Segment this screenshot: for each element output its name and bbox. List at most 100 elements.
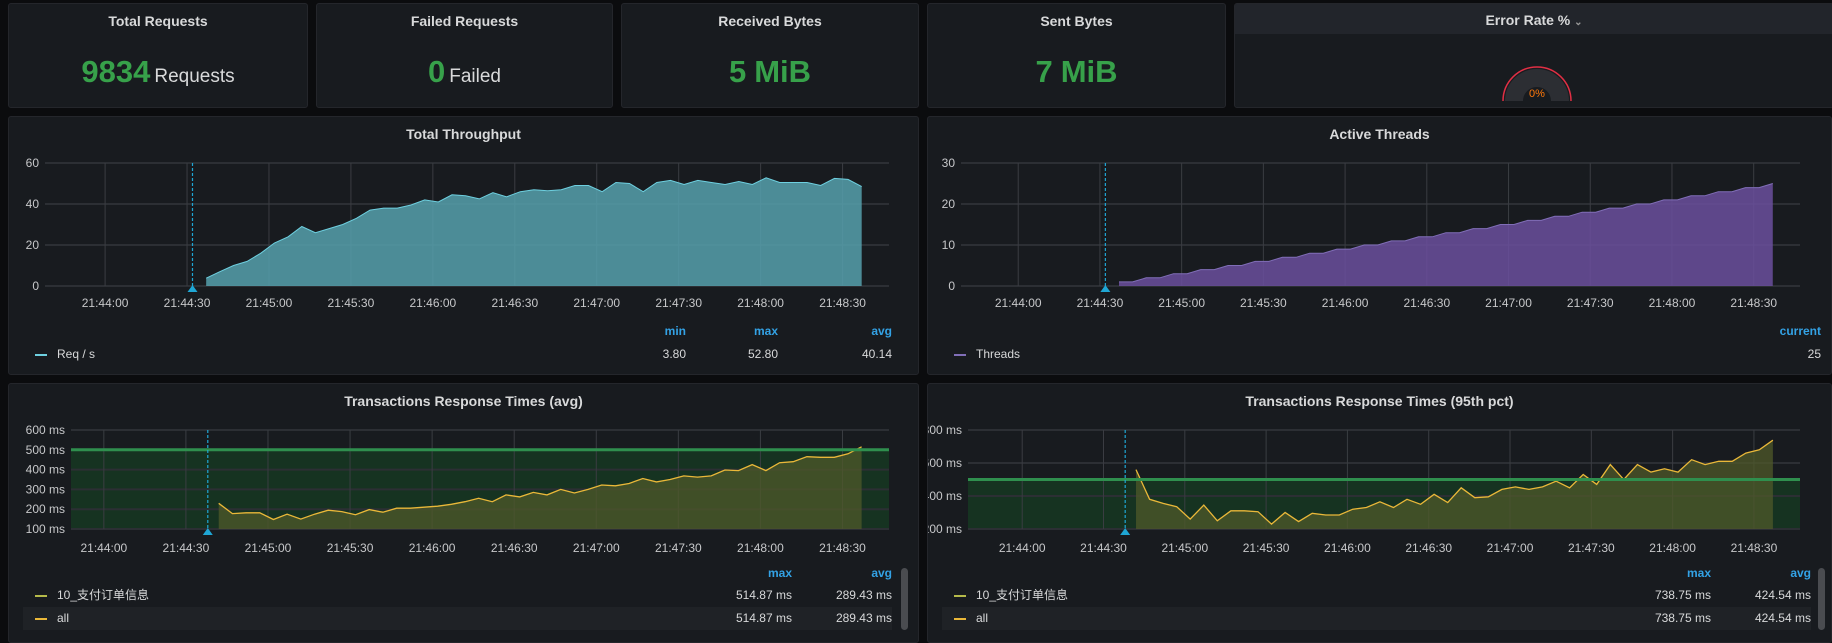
legend-series-payment-order[interactable]: 10_支付订单信息 738.75 ms 424.54 ms xyxy=(942,584,1811,607)
legend-max: 738.75 ms xyxy=(1655,584,1711,607)
panel-title: Failed Requests xyxy=(317,13,612,29)
x-tick-label: 21:48:00 xyxy=(737,296,784,310)
x-tick-label: 21:45:00 xyxy=(246,296,293,310)
y-tick-label: 10 xyxy=(942,238,956,252)
legend-current: 25 xyxy=(1808,343,1821,366)
x-tick-label: 21:47:30 xyxy=(1568,541,1615,555)
stat-unit: Failed xyxy=(449,66,501,87)
error-rate-gauge: 0% xyxy=(1235,4,1832,108)
legend-series-payment-order[interactable]: 10_支付订单信息 514.87 ms 289.43 ms xyxy=(23,584,892,607)
legend-header-avg: avg xyxy=(871,566,892,580)
error-rate-panel: Error Rate % ⌄ 0% xyxy=(1234,3,1832,108)
legend-series-all[interactable]: all 738.75 ms 424.54 ms xyxy=(942,607,1811,630)
series-area xyxy=(206,178,862,286)
x-tick-label: 21:47:30 xyxy=(655,541,702,555)
panel-title: Total Requests xyxy=(9,13,307,29)
legend-max: 514.87 ms xyxy=(736,584,792,607)
y-tick-label: 20 xyxy=(26,238,40,252)
legend-header-avg: avg xyxy=(871,324,892,338)
series-color-swatch[interactable] xyxy=(35,354,47,356)
legend-series-all[interactable]: all 514.87 ms 289.43 ms xyxy=(23,607,892,630)
gauge-value: 0% xyxy=(1529,88,1545,100)
threads-chart: 0 10 20 30 21:44:00 21:44:30 21:45:00 21:45:30 2… xyxy=(928,117,1832,375)
x-tick-label: 21:47:00 xyxy=(573,541,620,555)
y-tick-label: 200 ms xyxy=(26,502,65,516)
x-tick-label: 21:48:30 xyxy=(1731,541,1778,555)
legend-header-max: max xyxy=(768,566,792,580)
legend-label: Threads xyxy=(976,347,1020,361)
legend-series-req-s[interactable]: Req / s 3.80 52.80 40.14 xyxy=(23,343,904,366)
x-tick-label: 21:46:30 xyxy=(491,296,538,310)
x-tick-label: 21:48:30 xyxy=(1730,296,1777,310)
x-tick-label: 21:48:30 xyxy=(819,296,866,310)
y-tick-label: 40 xyxy=(26,197,40,211)
x-tick-label: 21:48:00 xyxy=(1649,541,1696,555)
x-tick-label: 21:46:30 xyxy=(491,541,538,555)
legend-scrollbar[interactable] xyxy=(901,568,908,630)
x-tick-label: 21:46:30 xyxy=(1403,296,1450,310)
stat-unit: MiB xyxy=(754,54,811,89)
y-tick-label: 0 xyxy=(948,279,955,293)
x-tick-label: 21:48:00 xyxy=(737,541,784,555)
legend-label: Req / s xyxy=(57,347,95,361)
series-area xyxy=(1119,184,1773,287)
x-tick-label: 21:44:30 xyxy=(1077,296,1124,310)
y-tick-label: 500 ms xyxy=(26,443,65,457)
x-tick-label: 21:45:30 xyxy=(327,541,374,555)
x-tick-label: 21:47:00 xyxy=(573,296,620,310)
legend-header-max: max xyxy=(754,324,778,338)
legend-header-avg: avg xyxy=(1790,566,1811,580)
series-color-swatch[interactable] xyxy=(954,618,966,620)
x-tick-label: 21:47:00 xyxy=(1487,541,1534,555)
x-tick-label: 21:44:00 xyxy=(80,541,127,555)
legend-avg: 424.54 ms xyxy=(1755,584,1811,607)
x-tick-label: 21:44:30 xyxy=(164,296,211,310)
y-tick-label: 300 ms xyxy=(26,482,65,496)
y-tick-label: 800 ms xyxy=(928,423,962,437)
x-tick-label: 21:44:00 xyxy=(995,296,1042,310)
stat-value: 9834 xyxy=(81,54,150,89)
x-tick-label: 21:47:30 xyxy=(655,296,702,310)
x-tick-label: 21:45:30 xyxy=(328,296,375,310)
x-tick-label: 21:46:30 xyxy=(1405,541,1452,555)
series-color-swatch[interactable] xyxy=(35,595,47,597)
series-color-swatch[interactable] xyxy=(954,354,966,356)
legend-header-min: min xyxy=(665,324,686,338)
x-tick-label: 21:45:00 xyxy=(1158,296,1205,310)
legend-avg: 289.43 ms xyxy=(836,607,892,630)
x-tick-label: 21:46:00 xyxy=(409,296,456,310)
x-tick-label: 21:44:30 xyxy=(1080,541,1127,555)
legend-header-max: max xyxy=(1687,566,1711,580)
y-tick-label: 30 xyxy=(942,156,956,170)
x-tick-label: 21:46:00 xyxy=(409,541,456,555)
x-tick-label: 21:44:00 xyxy=(82,296,129,310)
x-tick-label: 21:47:00 xyxy=(1485,296,1532,310)
legend-max: 52.80 xyxy=(748,343,778,366)
y-tick-label: 600 ms xyxy=(26,423,65,437)
y-tick-label: 0 xyxy=(32,279,39,293)
series-color-swatch[interactable] xyxy=(954,595,966,597)
y-tick-label: 20 xyxy=(942,197,956,211)
x-tick-label: 21:45:30 xyxy=(1240,296,1287,310)
y-tick-label: 400 ms xyxy=(928,489,962,503)
x-tick-label: 21:45:00 xyxy=(1161,541,1208,555)
y-tick-label: 60 xyxy=(26,156,40,170)
x-tick-label: 21:46:00 xyxy=(1322,296,1369,310)
legend-scrollbar[interactable] xyxy=(1818,568,1825,630)
legend-series-threads[interactable]: Threads 25 xyxy=(942,343,1825,366)
stat-unit: MiB xyxy=(1061,54,1118,89)
series-color-swatch[interactable] xyxy=(35,618,47,620)
response-times-95th-panel: Transactions Response Times (95th pct) 2… xyxy=(927,383,1832,643)
x-tick-label: 21:44:00 xyxy=(999,541,1046,555)
y-tick-label: 400 ms xyxy=(26,463,65,477)
panel-title: Sent Bytes xyxy=(928,13,1225,29)
stat-value: 7 xyxy=(1035,54,1052,89)
legend-max: 514.87 ms xyxy=(736,607,792,630)
x-tick-label: 21:48:30 xyxy=(819,541,866,555)
stat-value: 0 xyxy=(428,54,445,89)
